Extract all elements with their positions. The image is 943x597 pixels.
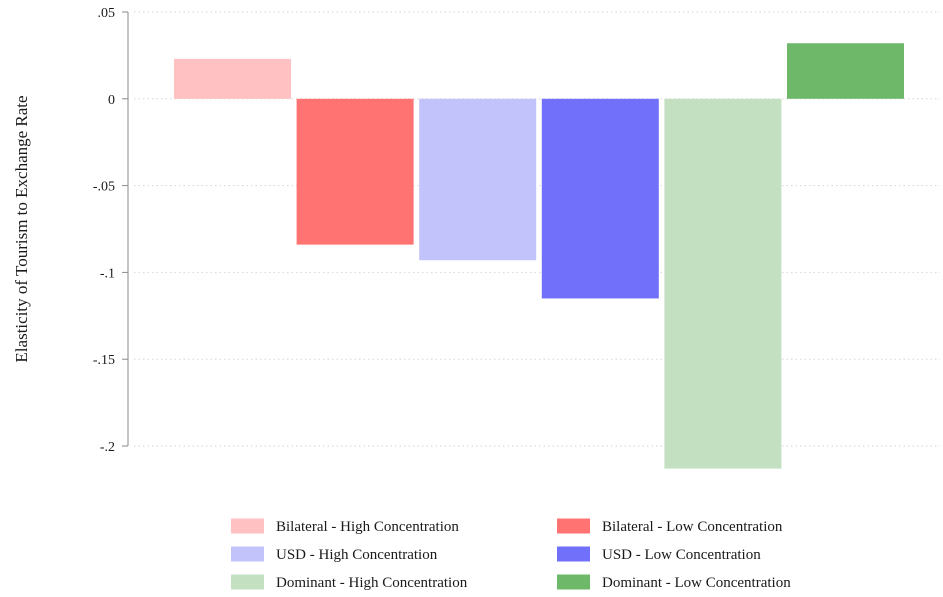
y-tick-label: 0 bbox=[108, 93, 115, 108]
y-tick-label: -.05 bbox=[93, 180, 115, 195]
legend-item: Dominant - Low Concentration bbox=[557, 574, 791, 591]
legend-label: Bilateral - Low Concentration bbox=[602, 519, 783, 535]
legend-label: Dominant - Low Concentration bbox=[602, 575, 791, 591]
y-tick-label: .05 bbox=[98, 6, 116, 21]
bar bbox=[541, 98, 659, 299]
y-tick-label: -.2 bbox=[100, 440, 115, 455]
legend-swatch bbox=[231, 518, 264, 534]
legend-swatch bbox=[231, 546, 264, 562]
legend: Bilateral - High Concentration Bilateral … bbox=[231, 518, 791, 591]
y-axis-label: Elasticity of Tourism to Exchange Rate bbox=[12, 95, 31, 362]
y-tick-label: -.1 bbox=[100, 266, 115, 281]
legend-item: Dominant - High Concentration bbox=[231, 574, 468, 591]
bar bbox=[296, 98, 414, 245]
bars bbox=[174, 43, 904, 469]
legend-item: USD - Low Concentration bbox=[557, 546, 761, 563]
bar bbox=[419, 98, 537, 261]
legend-label: Bilateral - High Concentration bbox=[276, 519, 459, 535]
bar bbox=[174, 58, 291, 99]
legend-label: Dominant - High Concentration bbox=[276, 575, 468, 591]
legend-item: USD - High Concentration bbox=[231, 546, 438, 563]
legend-item: Bilateral - Low Concentration bbox=[557, 518, 783, 535]
bar bbox=[664, 98, 782, 469]
legend-label: USD - Low Concentration bbox=[602, 547, 761, 563]
legend-swatch bbox=[231, 574, 264, 590]
legend-swatch bbox=[557, 518, 590, 534]
legend-label: USD - High Concentration bbox=[276, 547, 438, 563]
bar bbox=[787, 43, 904, 99]
y-axis: .05 0 -.05 -.1 -.15 -.2 bbox=[93, 6, 129, 455]
legend-swatch bbox=[557, 574, 590, 590]
legend-item: Bilateral - High Concentration bbox=[231, 518, 459, 535]
y-tick-label: -.15 bbox=[93, 353, 115, 368]
legend-swatch bbox=[557, 546, 590, 562]
